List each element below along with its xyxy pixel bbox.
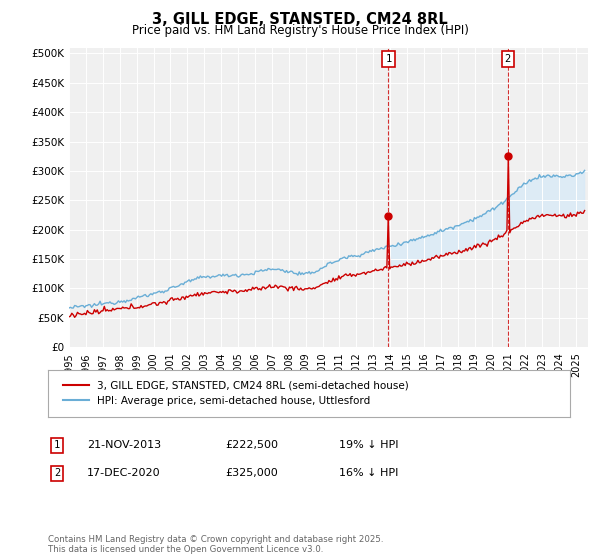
Text: 21-NOV-2013: 21-NOV-2013 [87, 440, 161, 450]
Text: Contains HM Land Registry data © Crown copyright and database right 2025.
This d: Contains HM Land Registry data © Crown c… [48, 535, 383, 554]
Text: 17-DEC-2020: 17-DEC-2020 [87, 468, 161, 478]
Text: 1: 1 [385, 54, 391, 64]
Text: 2: 2 [54, 468, 60, 478]
Text: 19% ↓ HPI: 19% ↓ HPI [339, 440, 398, 450]
Text: £222,500: £222,500 [225, 440, 278, 450]
Text: £325,000: £325,000 [225, 468, 278, 478]
Text: 3, GILL EDGE, STANSTED, CM24 8RL: 3, GILL EDGE, STANSTED, CM24 8RL [152, 12, 448, 27]
Text: 1: 1 [54, 440, 60, 450]
Legend: 3, GILL EDGE, STANSTED, CM24 8RL (semi-detached house), HPI: Average price, semi: 3, GILL EDGE, STANSTED, CM24 8RL (semi-d… [58, 377, 413, 410]
Text: 2: 2 [505, 54, 511, 64]
Text: Price paid vs. HM Land Registry's House Price Index (HPI): Price paid vs. HM Land Registry's House … [131, 24, 469, 36]
Text: 16% ↓ HPI: 16% ↓ HPI [339, 468, 398, 478]
